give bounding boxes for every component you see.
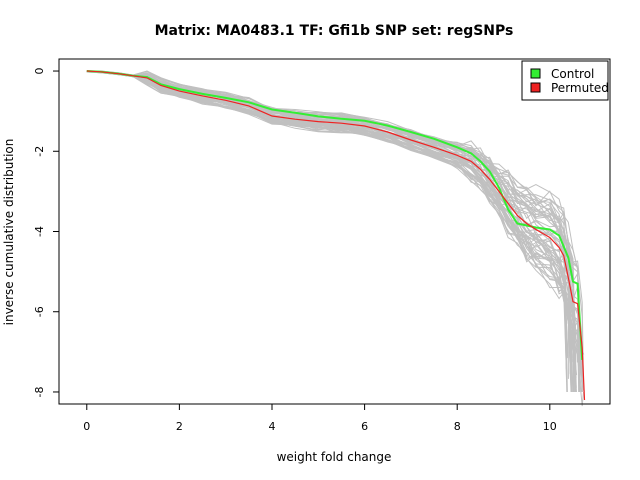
background-line [86, 70, 584, 385]
background-line [86, 70, 572, 393]
x-tick-label: 2 [176, 420, 183, 433]
x-tick-label: 0 [83, 420, 90, 433]
y-tick-label: -6 [33, 306, 46, 317]
legend-swatch-control [530, 68, 541, 79]
x-axis: 0 2 4 6 8 10 [83, 403, 557, 433]
chart-title: Matrix: MA0483.1 TF: Gfi1b SNP set: regS… [155, 23, 514, 39]
y-tick-label: -2 [33, 146, 46, 157]
legend-swatch-permuted [530, 82, 541, 93]
legend: Control Permuted [521, 60, 609, 101]
y-axis: 0 -2 -4 -6 -8 [33, 68, 60, 397]
background-line [86, 70, 578, 363]
legend-box [521, 60, 609, 101]
background-line [86, 70, 583, 393]
background-line [86, 70, 581, 393]
legend-label-permuted: Permuted [551, 81, 609, 95]
series-line-control [86, 70, 584, 360]
series-line-permuted [86, 70, 586, 401]
x-tick-label: 10 [543, 420, 557, 433]
background-line [86, 71, 567, 370]
y-tick-label: -8 [33, 386, 46, 397]
background-line [86, 71, 569, 354]
legend-label-control: Control [551, 67, 594, 81]
x-tick-label: 6 [361, 420, 368, 433]
x-tick-label: 4 [268, 420, 275, 433]
x-tick-label: 8 [454, 420, 461, 433]
x-axis-label: weight fold change [277, 450, 392, 464]
y-axis-label: inverse cumulative distribution [2, 139, 16, 326]
background-lines [86, 70, 585, 407]
series-lines [86, 70, 586, 401]
y-tick-label: 0 [33, 68, 46, 75]
y-tick-label: -4 [33, 226, 46, 237]
